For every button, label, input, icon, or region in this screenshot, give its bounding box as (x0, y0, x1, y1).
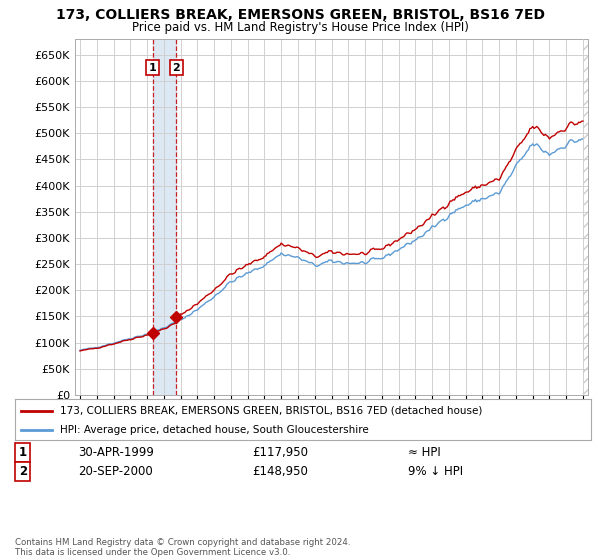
Text: 2: 2 (173, 63, 181, 73)
Text: £117,950: £117,950 (252, 446, 308, 459)
Text: 173, COLLIERS BREAK, EMERSONS GREEN, BRISTOL, BS16 7ED: 173, COLLIERS BREAK, EMERSONS GREEN, BRI… (56, 8, 545, 22)
Text: Price paid vs. HM Land Registry's House Price Index (HPI): Price paid vs. HM Land Registry's House … (131, 21, 469, 34)
Text: 1: 1 (149, 63, 157, 73)
Text: 30-APR-1999: 30-APR-1999 (78, 446, 154, 459)
Bar (152, 39, 176, 395)
Text: Contains HM Land Registry data © Crown copyright and database right 2024.
This d: Contains HM Land Registry data © Crown c… (15, 538, 350, 557)
Text: HPI: Average price, detached house, South Gloucestershire: HPI: Average price, detached house, Sout… (60, 424, 368, 435)
Text: 9% ↓ HPI: 9% ↓ HPI (408, 465, 463, 478)
Text: £148,950: £148,950 (252, 465, 308, 478)
Bar (583, 39, 588, 395)
Text: 2: 2 (19, 465, 27, 478)
Text: 20-SEP-2000: 20-SEP-2000 (78, 465, 153, 478)
Text: ≈ HPI: ≈ HPI (408, 446, 441, 459)
Text: 1: 1 (19, 446, 27, 459)
Text: 173, COLLIERS BREAK, EMERSONS GREEN, BRISTOL, BS16 7ED (detached house): 173, COLLIERS BREAK, EMERSONS GREEN, BRI… (60, 405, 482, 416)
